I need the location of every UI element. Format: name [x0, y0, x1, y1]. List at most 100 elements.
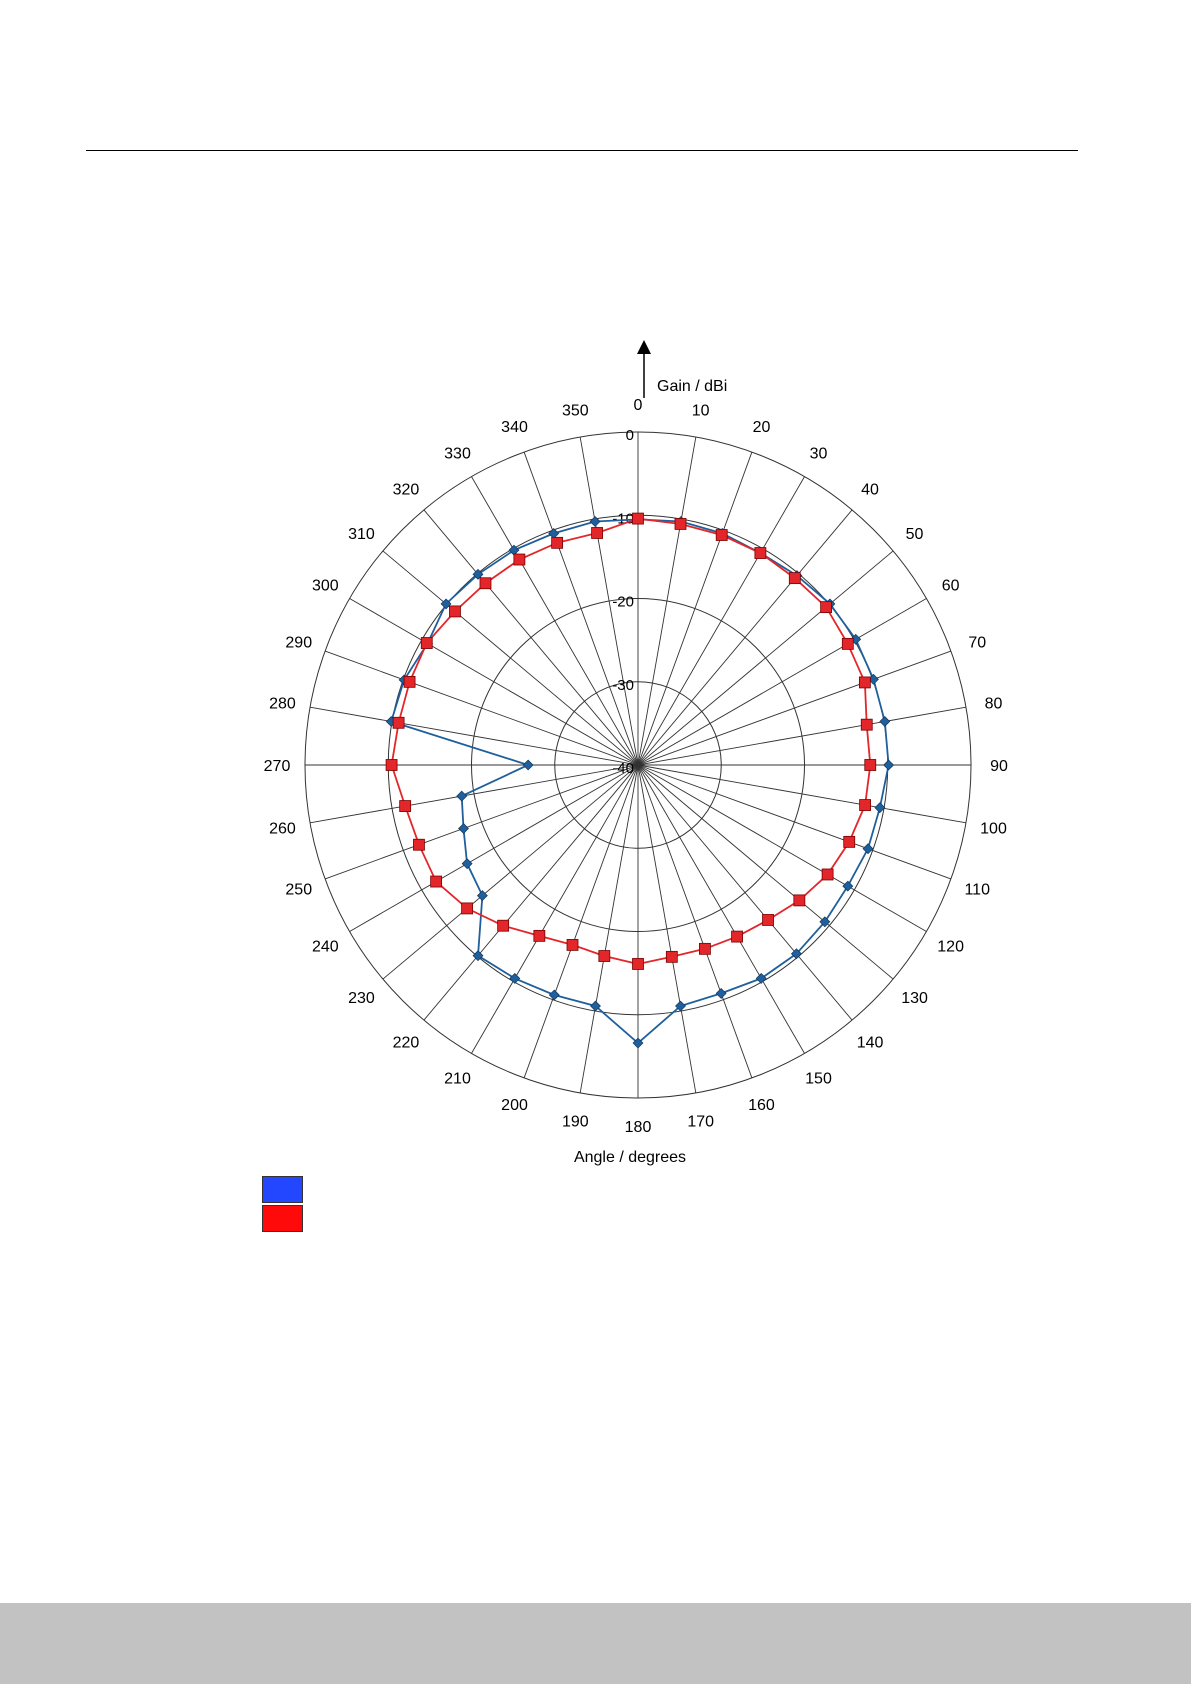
grid-spoke-50	[637, 550, 894, 766]
series-2-point-200	[566, 939, 579, 951]
grid-spoke-340	[523, 451, 639, 766]
series-1-point-250	[458, 823, 469, 834]
series-1-point-200	[548, 989, 560, 1001]
grid-spoke-80	[637, 706, 967, 766]
series-2-point-210	[533, 929, 546, 942]
angle-tick-label-240: 240	[312, 939, 339, 956]
grid-spoke-100	[637, 764, 967, 824]
series-2-point-110	[843, 835, 856, 848]
angle-tick-label-350: 350	[562, 402, 589, 419]
series-2-point-150	[731, 930, 743, 943]
series-1-point-240	[461, 858, 473, 870]
angle-tick-label-50: 50	[906, 526, 924, 543]
angle-tick-label-110: 110	[964, 881, 990, 898]
radial-tick-labels: 0 -10 -20 -30 -40	[612, 427, 634, 777]
grid-spoke-20	[637, 451, 753, 766]
angle-tick-label-30: 30	[810, 445, 828, 462]
grid-spoke-60	[637, 598, 927, 766]
angle-tick-labels: 0 10 20 30 40 50 60 70 80 90 100 110 120 130 140 150 160…	[264, 397, 1008, 1136]
grid-spoke-280	[309, 706, 639, 766]
series-2-point-300	[420, 637, 433, 649]
angular-axis-label: Angle / degrees	[574, 1149, 686, 1166]
series-1-point-150	[755, 972, 767, 984]
grid-spoke-110	[637, 764, 952, 880]
series-2-point-340	[551, 536, 564, 549]
series-1-point-190	[590, 1000, 601, 1012]
grid-spoke-300	[349, 598, 639, 766]
series-2-point-230	[461, 902, 473, 915]
series-2-point-90	[864, 759, 877, 771]
grid-spoke-290	[324, 650, 639, 766]
grid-spoke-230	[382, 764, 639, 980]
series-1-point-310	[440, 598, 452, 610]
header-rule	[86, 150, 1078, 151]
series-2-point-260	[399, 800, 412, 812]
series-2-point-80	[860, 718, 873, 731]
angle-tick-label-120: 120	[937, 939, 964, 956]
series-2-point-160	[699, 942, 711, 955]
grid-spoke-170	[637, 764, 697, 1094]
angle-tick-label-70: 70	[968, 635, 986, 652]
angle-tick-label-200: 200	[501, 1097, 528, 1114]
angle-tick-label-270: 270	[264, 758, 291, 775]
angle-tick-label-190: 190	[562, 1114, 589, 1131]
series-2-point-0	[632, 512, 644, 525]
radial-tick-label-4: -40	[612, 760, 634, 777]
series-2-point-70	[858, 676, 871, 689]
grid-spoke-10	[637, 436, 697, 766]
angle-tick-label-130: 130	[901, 990, 928, 1007]
series-1-point-120	[842, 880, 854, 892]
series-2-point-270	[385, 759, 398, 771]
angle-tick-label-220: 220	[393, 1035, 420, 1052]
series-2-point-20	[715, 529, 728, 541]
series-2-point-350	[591, 527, 603, 539]
angle-tick-label-100: 100	[980, 821, 1007, 838]
series-2-point-310	[449, 605, 461, 618]
series-2-point-320	[479, 577, 492, 590]
series-2-point-180	[632, 958, 644, 970]
grid-spoke-260	[309, 764, 639, 824]
series-2-point-290	[403, 675, 416, 688]
grid-spoke-330	[471, 476, 639, 766]
angle-tick-label-0: 0	[634, 397, 643, 414]
grid-spoke-30	[637, 476, 805, 766]
series-2-point-250	[413, 838, 425, 851]
angle-tick-label-300: 300	[312, 578, 339, 595]
series-2-point-120	[821, 868, 834, 881]
series-1-point-260	[456, 790, 468, 802]
grid-spoke-210	[471, 764, 639, 1054]
angle-tick-label-290: 290	[285, 635, 312, 652]
angle-tick-label-330: 330	[444, 445, 471, 462]
series-1-point-270	[522, 759, 534, 771]
angle-tick-label-320: 320	[393, 481, 420, 498]
grid-spoke-350	[579, 436, 639, 766]
radial-tick-label-2: -20	[612, 594, 634, 611]
series-2-point-280	[392, 716, 405, 729]
series-1-point-230	[476, 890, 488, 901]
angle-tick-label-150: 150	[805, 1071, 832, 1088]
series-1-point-90	[883, 759, 895, 771]
series-1-point-180	[632, 1037, 644, 1049]
grid-spoke-220	[423, 764, 639, 1021]
radial-tick-label-3: -30	[612, 677, 634, 694]
angle-tick-label-80: 80	[985, 695, 1003, 712]
series-2-point-30	[754, 547, 767, 559]
grid-spoke-70	[637, 650, 952, 766]
legend-swatch-series-1	[262, 1176, 303, 1203]
grid-spoke-130	[637, 764, 894, 980]
series-2-point-240	[430, 875, 443, 888]
grid-spoke-250	[324, 764, 639, 880]
grid-spoke-310	[382, 550, 639, 766]
angle-tick-label-140: 140	[857, 1035, 884, 1052]
angle-tick-label-60: 60	[942, 578, 960, 595]
radial-axis-arrow	[637, 340, 651, 398]
angle-tick-label-310: 310	[348, 526, 375, 543]
series-2-point-220	[497, 919, 510, 932]
series-2-point-170	[665, 950, 678, 963]
grid-spoke-120	[637, 764, 927, 932]
radial-tick-label-0: 0	[626, 427, 634, 444]
series-1-point-220	[472, 950, 484, 962]
series-2-point-60	[841, 637, 854, 650]
angle-tick-label-250: 250	[285, 881, 312, 898]
